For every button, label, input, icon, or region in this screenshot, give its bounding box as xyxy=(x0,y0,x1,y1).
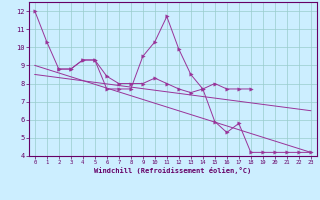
X-axis label: Windchill (Refroidissement éolien,°C): Windchill (Refroidissement éolien,°C) xyxy=(94,167,252,174)
